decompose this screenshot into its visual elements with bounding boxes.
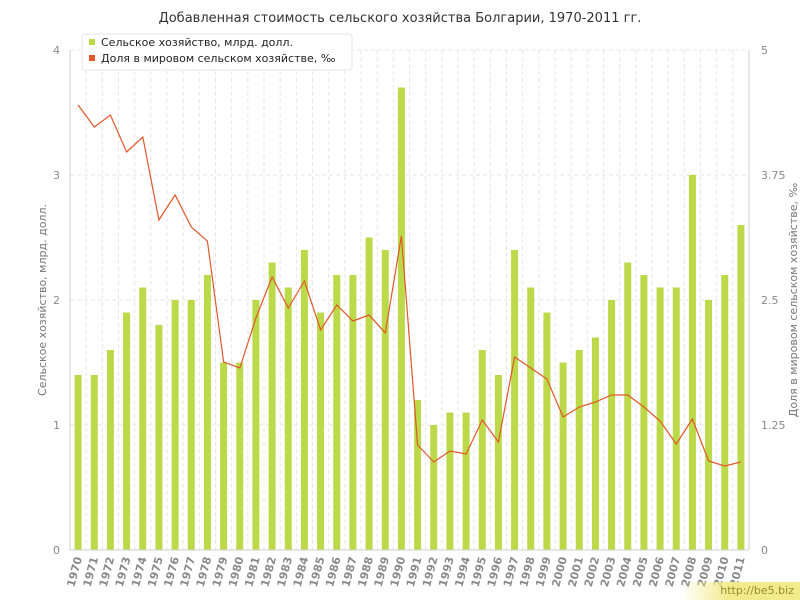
bar (656, 287, 664, 550)
bar (721, 275, 729, 550)
bar (511, 250, 519, 550)
y-tick-label: 4 (53, 44, 60, 57)
legend: Сельское хозяйство, млрд. долл. Доля в м… (81, 33, 353, 71)
bar (381, 250, 389, 550)
legend-label-bar: Сельское хозяйство, млрд. долл. (101, 36, 293, 49)
bars (74, 87, 745, 550)
bar (575, 350, 583, 550)
y-tick-label: 3 (53, 169, 60, 182)
y2-tick-label: 0 (761, 544, 768, 557)
y2-tick-label: 2.5 (761, 294, 779, 307)
bar (608, 300, 616, 550)
bar (155, 325, 163, 550)
bar (705, 300, 713, 550)
bar (284, 287, 292, 550)
grid (70, 49, 749, 551)
bar (591, 337, 599, 550)
bar (559, 362, 567, 550)
bar (171, 300, 179, 550)
bar (220, 362, 228, 550)
bar (737, 225, 745, 550)
y2-tick-label: 3.75 (761, 169, 786, 182)
y-axis-ticks: 0 1 2 3 4 (53, 44, 60, 557)
bar (349, 275, 357, 550)
y2-tick-label: 5 (761, 44, 768, 57)
bar (624, 262, 632, 550)
bar (688, 175, 696, 550)
y-tick-label: 1 (53, 419, 60, 432)
legend-bar-swatch (89, 39, 95, 45)
x-axis-ticks: 1970197119721973197419751976197719781979… (64, 555, 747, 588)
watermark[interactable]: http://be5.biz (682, 582, 800, 600)
y-tick-label: 2 (53, 294, 60, 307)
share-line (77, 104, 742, 467)
bar (365, 237, 373, 550)
bar (123, 312, 131, 550)
bar (672, 287, 680, 550)
bar (333, 275, 341, 550)
bar (236, 362, 244, 550)
bar (268, 262, 276, 550)
bar (317, 312, 325, 550)
bar (446, 412, 454, 550)
bar (300, 250, 308, 550)
y2-axis-ticks: 0 1.25 2.5 3.75 5 (761, 44, 786, 557)
y-axis-label: Сельское хозяйство, млрд. долл. (36, 204, 49, 396)
y2-axis-label: Доля в мировом сельском хозяйстве, ‰ (787, 183, 800, 418)
bar (414, 400, 422, 550)
bar (462, 412, 470, 550)
bar (430, 425, 438, 550)
chart-title: Добавленная стоимость сельского хозяйств… (159, 11, 642, 26)
legend-box (81, 33, 353, 71)
bar (252, 300, 260, 550)
bar (397, 87, 405, 550)
bar (527, 287, 535, 550)
legend-label-line: Доля в мировом сельском хозяйстве, ‰ (101, 52, 336, 65)
bar (187, 300, 195, 550)
bar (139, 287, 147, 550)
bar (74, 375, 82, 550)
bar (543, 312, 551, 550)
bar (640, 275, 648, 550)
bar (106, 350, 114, 550)
bar (90, 375, 98, 550)
bar (478, 350, 486, 550)
y-tick-label: 0 (53, 544, 60, 557)
legend-line-swatch (89, 55, 95, 61)
bar (494, 375, 502, 550)
line-series (77, 104, 742, 467)
y2-tick-label: 1.25 (761, 419, 786, 432)
bar (203, 275, 211, 550)
